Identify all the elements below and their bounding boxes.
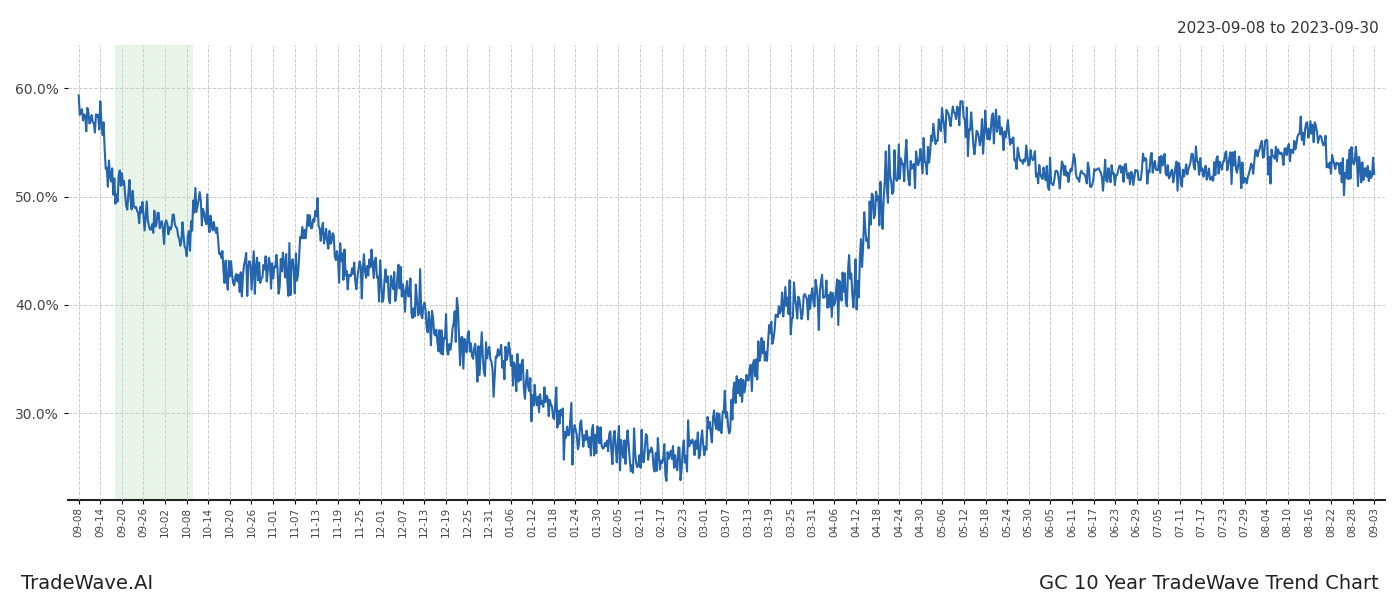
Text: 2023-09-08 to 2023-09-30: 2023-09-08 to 2023-09-30 xyxy=(1177,21,1379,36)
Text: TradeWave.AI: TradeWave.AI xyxy=(21,574,153,593)
Text: GC 10 Year TradeWave Trend Chart: GC 10 Year TradeWave Trend Chart xyxy=(1039,574,1379,593)
Bar xyxy=(115,45,193,500)
